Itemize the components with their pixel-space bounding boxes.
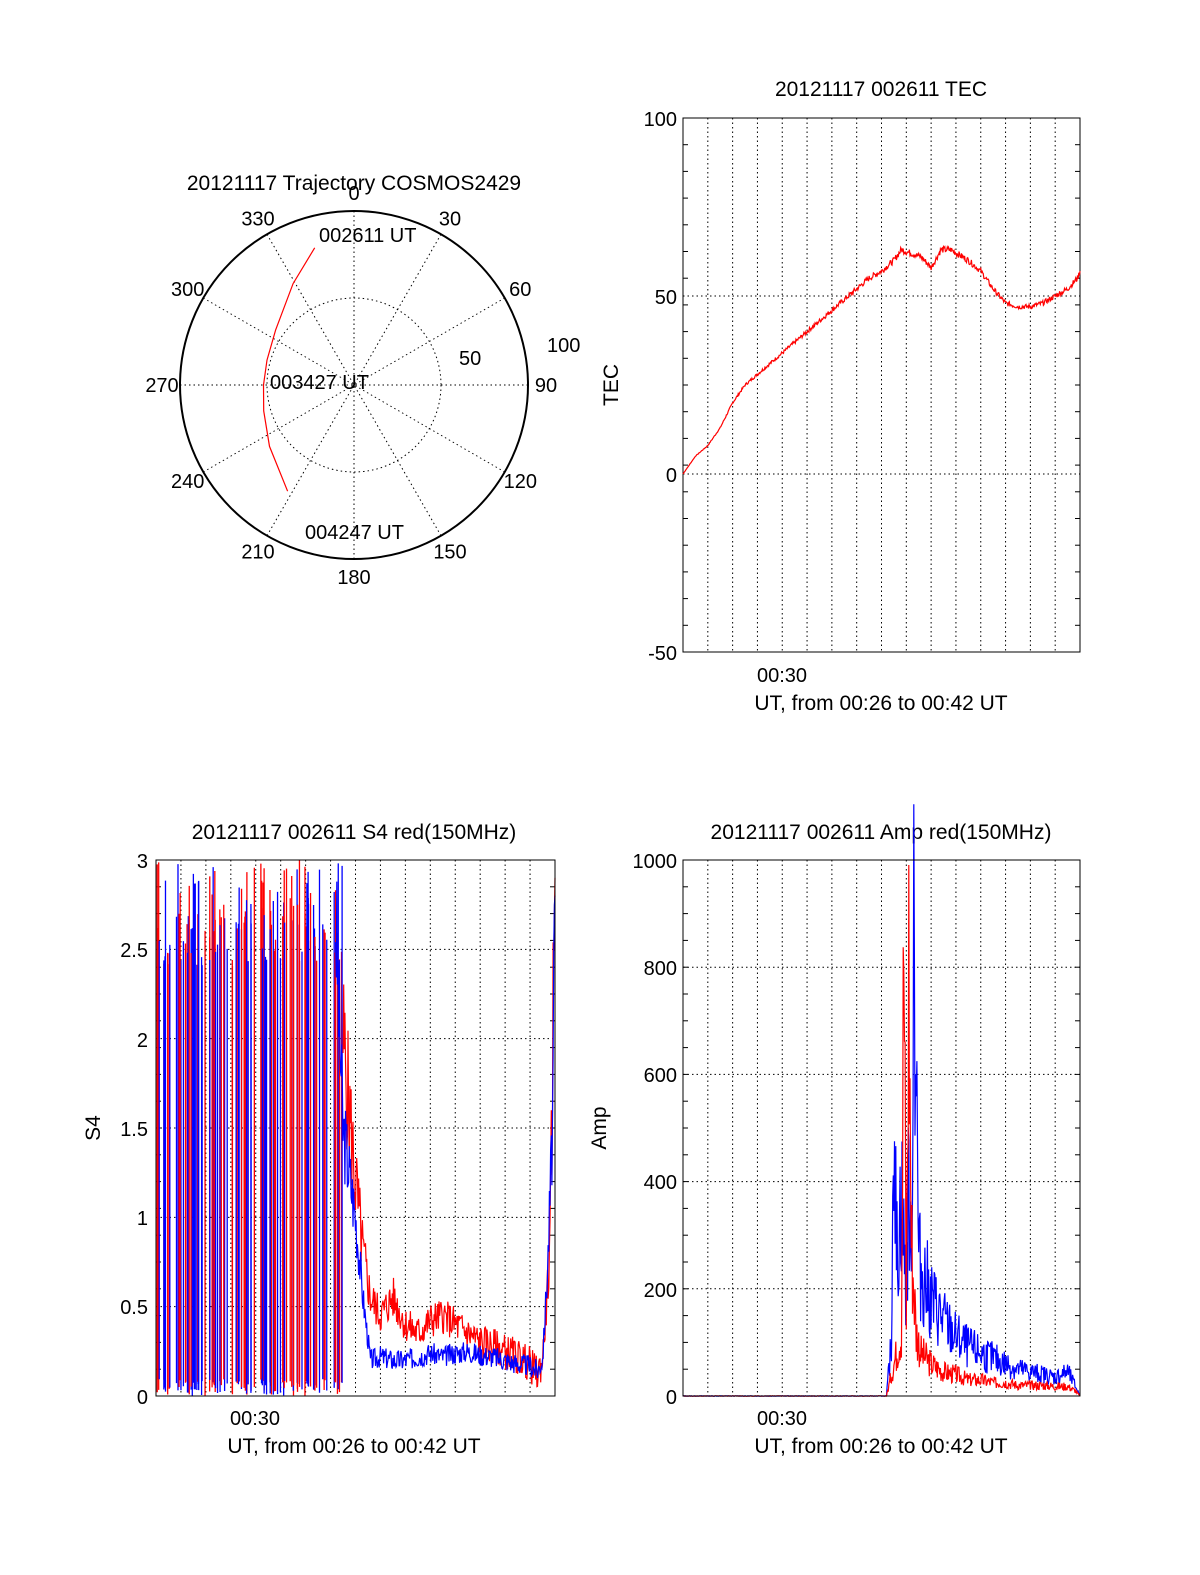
- s4-xlabel: UT, from 00:26 to 00:42 UT: [227, 1435, 480, 1458]
- polar-az-label-270: 270: [145, 375, 178, 397]
- amp-title: 20121117 002611 Amp red(150MHz): [711, 821, 1052, 844]
- amp-plot: 20121117 002611 Amp red(150MHz) 1000 800…: [588, 804, 1081, 1458]
- amp-xlabel: UT, from 00:26 to 00:42 UT: [754, 1435, 1007, 1458]
- s4-title: 20121117 002611 S4 red(150MHz): [192, 821, 517, 844]
- polar-az-label-210: 210: [241, 541, 274, 563]
- trajectory-start-label: 002611 UT: [319, 225, 416, 247]
- tec-plot-frame: [682, 117, 1081, 653]
- polar-az-label-150: 150: [433, 541, 466, 563]
- trajectory-mid-label: 003427 UT: [270, 372, 369, 394]
- amp-ytick-400: 400: [644, 1172, 677, 1194]
- polar-radial-label-100: 100: [547, 335, 580, 357]
- amp-ytick-0: 0: [666, 1387, 677, 1409]
- tec-minor-ticks: [683, 144, 1080, 626]
- polar-az-label-180: 180: [337, 567, 370, 589]
- polar-radial-label-50: 50: [459, 348, 481, 370]
- tec-ylabel: TEC: [600, 364, 623, 406]
- s4-ytick-1: 1: [137, 1208, 148, 1230]
- tec-xtick-0030: 00:30: [757, 665, 807, 687]
- tec-xlabel: UT, from 00:26 to 00:42 UT: [754, 692, 1007, 715]
- amp-ytick-800: 800: [644, 958, 677, 980]
- polar-title: 20121117 Trajectory COSMOS2429: [187, 172, 521, 195]
- trajectory-polar-plot: 20121117 Trajectory COSMOS2429 0 30 60 90 12…: [145, 172, 580, 589]
- s4-xtick-0030: 00:30: [230, 1408, 280, 1430]
- polar-az-label-330: 330: [241, 209, 274, 231]
- amp-plot-frame: [682, 859, 1081, 1397]
- polar-az-label-0: 0: [348, 183, 359, 205]
- tec-series-line: [682, 244, 1081, 475]
- polar-az-label-300: 300: [171, 279, 204, 301]
- polar-az-label-60: 60: [509, 279, 531, 301]
- tec-ytick-100: 100: [644, 109, 677, 131]
- amp-ylabel: Amp: [588, 1106, 611, 1149]
- polar-azimuth-labels: 0 30 60 90 120 150 180 210 240 270 300 330: [145, 183, 557, 589]
- polar-az-label-120: 120: [504, 471, 537, 493]
- polar-az-label-30: 30: [439, 209, 461, 231]
- s4-ytick-2.5: 2.5: [120, 940, 148, 962]
- tec-grid: [683, 118, 1080, 652]
- amp-minor-ticks: [683, 886, 1080, 1370]
- amp-ytick-1000: 1000: [633, 851, 678, 873]
- tec-ytick-50: 50: [655, 287, 677, 309]
- s4-red-series-line: [342, 877, 556, 1388]
- tec-ytick-neg50: -50: [648, 643, 677, 665]
- polar-az-label-90: 90: [535, 375, 557, 397]
- s4-ytick-0.5: 0.5: [120, 1297, 148, 1319]
- s4-ytick-3: 3: [137, 851, 148, 873]
- s4-ytick-0: 0: [137, 1387, 148, 1409]
- amp-ytick-200: 200: [644, 1280, 677, 1302]
- tec-title: 20121117 002611 TEC: [775, 78, 987, 101]
- s4-ytick-1.5: 1.5: [120, 1119, 148, 1141]
- tec-ytick-0: 0: [666, 465, 677, 487]
- trajectory-end-label: 004247 UT: [305, 522, 404, 544]
- trajectory-line: [262, 247, 316, 492]
- s4-ytick-2: 2: [137, 1030, 148, 1052]
- polar-az-label-240: 240: [171, 471, 204, 493]
- s4-plot-frame: [155, 859, 556, 1397]
- s4-ylabel: S4: [82, 1115, 105, 1141]
- amp-xtick-0030: 00:30: [757, 1408, 807, 1430]
- tec-plot: 20121117 002611 TEC 100 50 0 -50 00:30 U…: [600, 78, 1081, 715]
- s4-blue-series-line: [335, 881, 556, 1379]
- amp-ytick-600: 600: [644, 1065, 677, 1087]
- s4-plot: 20121117 002611 S4 red(150MHz) 3 2.5 2 1…: [82, 821, 556, 1458]
- s4-low-elevation-spikes: [156, 860, 343, 1396]
